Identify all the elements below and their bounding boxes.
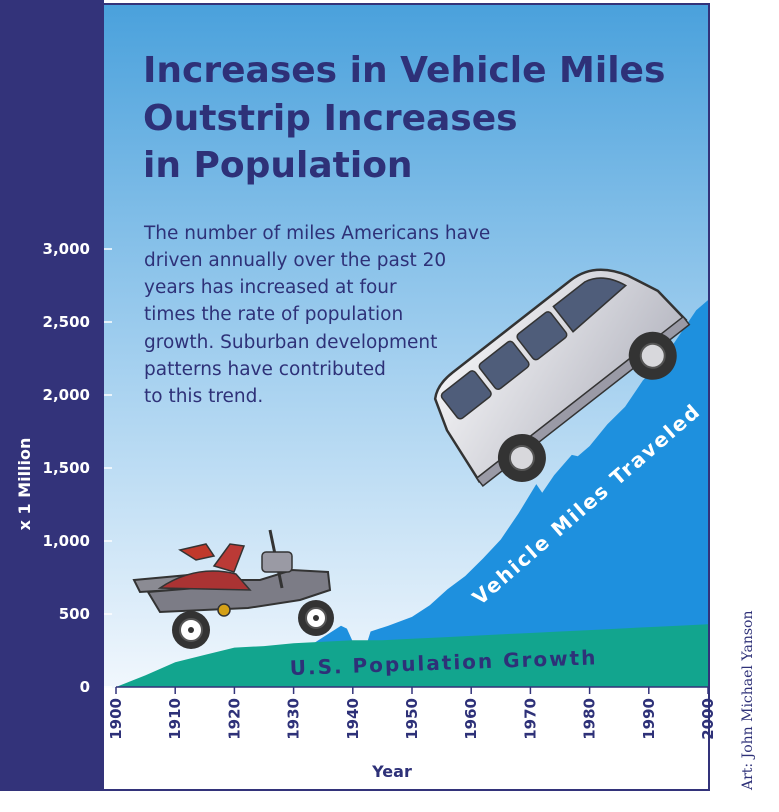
y-tick-label: 3,000 xyxy=(43,240,90,258)
chart-title: Increases in Vehicle Miles Outstrip Incr… xyxy=(143,50,678,186)
y-axis: 0 500 1,000 1,500 2,000 2,500 3,000 xyxy=(43,240,112,696)
description-line-6: patterns have contributed xyxy=(144,359,386,380)
x-axis-label: Year xyxy=(371,762,412,781)
x-tick-label: 1940 xyxy=(344,698,362,740)
description-line-2: driven annually over the past 20 xyxy=(144,250,446,271)
y-tick-label: 0 xyxy=(80,678,90,696)
art-credit: Art: John Michael Yanson xyxy=(740,611,756,792)
vintage-car-illustration xyxy=(132,529,334,649)
x-tick-label: 2000 xyxy=(699,698,717,740)
x-axis-strip xyxy=(104,688,709,790)
x-tick-label: 1970 xyxy=(521,698,539,740)
left-axis-band xyxy=(0,0,104,790)
population-area xyxy=(116,624,708,687)
description-line-5: growth. Suburban development xyxy=(144,332,437,353)
chart-border xyxy=(0,3,710,791)
title-line-3: in Population xyxy=(143,145,413,186)
chart-description: The number of miles Americans have drive… xyxy=(143,223,496,407)
vmt-area xyxy=(311,300,708,687)
description-line-7: to this trend. xyxy=(144,386,263,407)
x-tick-label: 1960 xyxy=(462,698,480,740)
title-line-1: Increases in Vehicle Miles xyxy=(143,50,665,91)
title-line-2: Outstrip Increases xyxy=(143,98,518,139)
y-tick-label: 1,500 xyxy=(43,459,90,477)
x-tick-label: 1950 xyxy=(403,698,421,740)
description-line-4: times the rate of population xyxy=(144,304,403,325)
y-tick-label: 1,000 xyxy=(43,532,90,550)
description-line-3: years has increased at four xyxy=(144,277,397,298)
y-tick-label: 2,500 xyxy=(43,313,90,331)
area-series xyxy=(116,300,708,687)
modern-van-illustration xyxy=(433,268,691,487)
x-tick-label: 1920 xyxy=(225,698,243,740)
x-tick-label: 1910 xyxy=(166,698,184,740)
x-tick-label: 1930 xyxy=(285,698,303,740)
x-tick-label: 1900 xyxy=(107,698,125,740)
y-axis-label: x 1 Million xyxy=(15,438,34,531)
x-axis: 1900 1910 1920 1930 1940 1950 1960 1970 1980 1990… xyxy=(107,686,717,740)
description-line-1: The number of miles Americans have xyxy=(143,223,490,244)
x-tick-label: 1990 xyxy=(640,698,658,740)
y-tick-label: 2,000 xyxy=(43,386,90,404)
y-tick-label: 500 xyxy=(59,605,90,623)
x-tick-label: 1980 xyxy=(581,698,599,740)
